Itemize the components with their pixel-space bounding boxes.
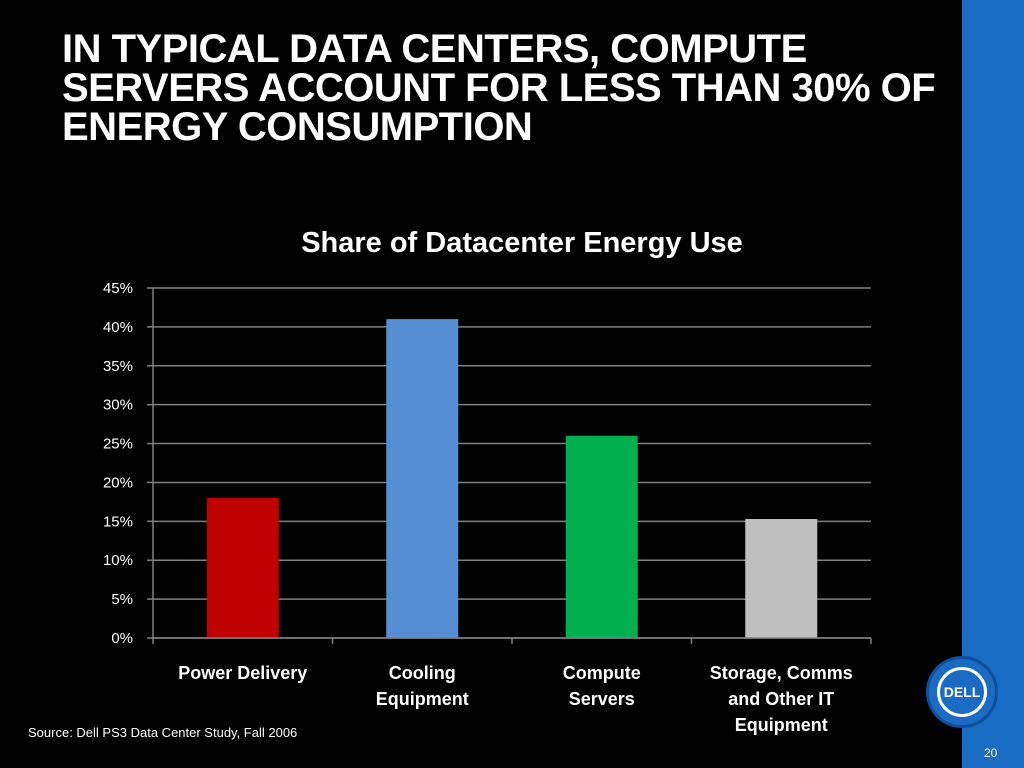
y-tick-label: 25%	[103, 436, 133, 453]
chart-title: Share of Datacenter Energy Use	[301, 227, 743, 259]
slide-title: IN TYPICAL DATA CENTERS, COMPUTE SERVERS…	[62, 27, 936, 149]
y-tick-label: 30%	[103, 397, 133, 414]
bar	[565, 435, 638, 638]
dell-logo: DELL	[926, 656, 998, 728]
dell-logo-ring: DELL	[937, 667, 987, 717]
y-tick-label: 40%	[103, 319, 133, 336]
dell-logo-text: DELL	[943, 684, 981, 700]
y-tick-label: 5%	[111, 591, 133, 608]
x-category-label: Cooling Equipment	[376, 663, 469, 709]
bar	[386, 319, 459, 638]
y-tick-label: 0%	[111, 630, 133, 647]
source-note: Source: Dell PS3 Data Center Study, Fall…	[28, 725, 298, 740]
bar	[745, 519, 818, 638]
y-tick-label: 45%	[103, 280, 133, 297]
y-tick-label: 20%	[103, 474, 133, 491]
page-number: 20	[984, 746, 998, 760]
x-category-label: Power Delivery	[178, 663, 307, 683]
bar	[206, 498, 279, 638]
y-tick-label: 35%	[103, 358, 133, 375]
x-category-label: Storage, Comms and Other IT Equipment	[710, 663, 853, 735]
bar-chart: Share of Datacenter Energy Use 0% 5% 10% 15%…	[103, 227, 872, 735]
right-accent-bar	[962, 0, 1024, 768]
y-tick-label: 15%	[103, 513, 133, 530]
y-tick-label: 10%	[103, 552, 133, 569]
x-category-label: Compute Servers	[563, 663, 641, 709]
